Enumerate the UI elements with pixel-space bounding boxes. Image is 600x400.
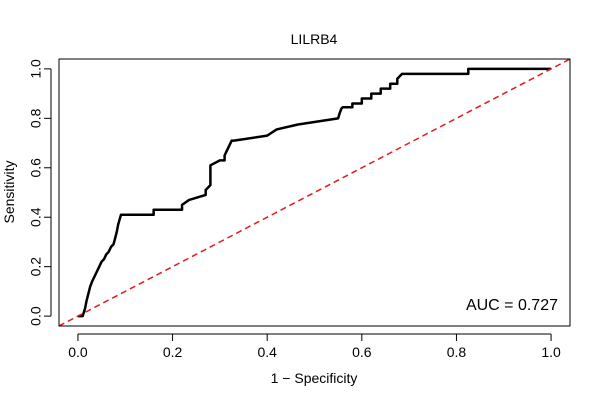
x-tick-label: 0.8 bbox=[447, 344, 467, 360]
x-tick-label: 0.2 bbox=[163, 344, 183, 360]
y-tick-label: 0.0 bbox=[28, 306, 44, 326]
plot-layer: 0.0 0.2 0.4 0.6 0.8 1.0 0.0 0.2 0.4 0.6 0.8 1.0 bbox=[28, 58, 571, 360]
x-tick-label: 0.6 bbox=[352, 344, 372, 360]
chart-title: LILRB4 bbox=[291, 31, 338, 47]
x-tick-label: 0.4 bbox=[257, 344, 277, 360]
reference-diagonal-line bbox=[59, 59, 570, 326]
plot-frame bbox=[58, 58, 571, 327]
auc-annotation: AUC = 0.727 bbox=[466, 297, 558, 314]
x-tick-label: 0.0 bbox=[68, 344, 88, 360]
y-axis-label: Sensitivity bbox=[1, 160, 17, 223]
y-tick-label: 0.6 bbox=[28, 158, 44, 178]
y-tick-label: 0.8 bbox=[28, 108, 44, 128]
x-axis-label: 1 − Specificity bbox=[271, 370, 358, 386]
x-tick-label: 1.0 bbox=[541, 344, 561, 360]
y-tick-label: 0.2 bbox=[28, 257, 44, 277]
roc-curve-line bbox=[77, 67, 552, 318]
y-tick-label: 0.4 bbox=[28, 207, 44, 227]
y-tick-label: 1.0 bbox=[28, 59, 44, 79]
